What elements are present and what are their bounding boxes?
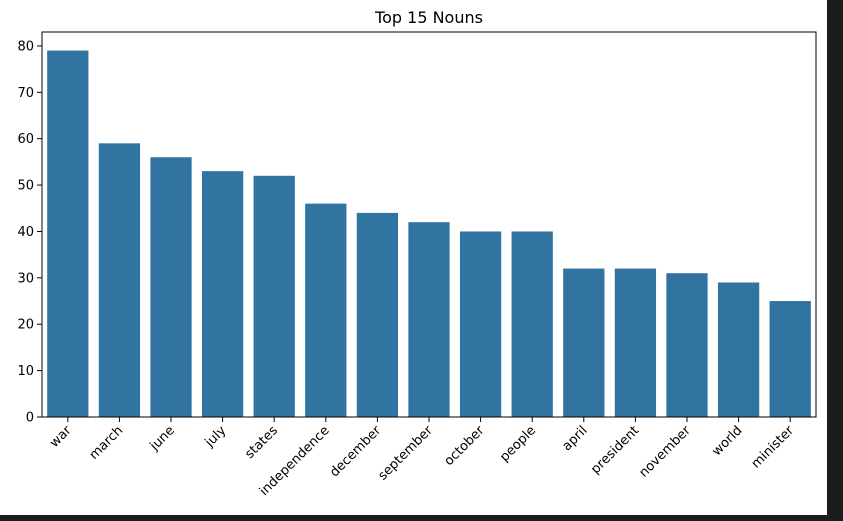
bar-chart: Top 15 Nouns war march june july statesindep…	[17, 8, 817, 499]
chart-title: Top 15 Nouns	[374, 8, 483, 27]
y-tick-label: 80	[17, 39, 34, 54]
y-tick-label: 10	[17, 364, 34, 379]
x-tick-label: october	[442, 423, 488, 469]
bar-march	[98, 143, 141, 417]
x-tick-label: july	[202, 423, 230, 451]
window-right-border	[827, 0, 843, 521]
x-tick-label: president	[588, 423, 642, 477]
bar-june	[150, 157, 192, 418]
bar-people	[511, 231, 553, 417]
x-tick-label: states	[242, 423, 281, 462]
bar-independence	[305, 203, 347, 417]
y-tick-label: 60	[17, 132, 34, 147]
x-tick-label: minister	[749, 423, 798, 472]
y-axis-ticks: 0 10 20 30 40 50 60 70 80	[17, 39, 42, 426]
x-tick-label: april	[560, 423, 591, 454]
bars-group	[47, 50, 811, 418]
bar-war	[47, 50, 89, 418]
bar-states	[253, 175, 295, 417]
y-tick-label: 20	[17, 318, 34, 333]
x-tick-label: war	[47, 423, 75, 451]
y-tick-label: 50	[17, 179, 34, 194]
bar-november	[666, 273, 708, 417]
x-tick-label: march	[87, 423, 127, 463]
plot-frame	[41, 31, 817, 418]
x-tick-label: june	[147, 423, 178, 454]
window-bottom-border	[0, 515, 843, 521]
x-tick-label: world	[710, 423, 746, 459]
x-tick-label: november	[636, 423, 694, 481]
bar-minister	[769, 301, 811, 417]
y-tick-label: 0	[26, 411, 34, 426]
y-tick-label: 30	[17, 271, 34, 286]
bar-president	[614, 268, 657, 417]
y-tick-label: 40	[17, 225, 34, 240]
x-axis-ticks: war march june july statesindependencedecemb…	[47, 417, 797, 499]
bar-july	[201, 171, 244, 417]
bar-september	[408, 222, 450, 417]
bar-october	[459, 231, 502, 417]
x-tick-label: people	[497, 423, 539, 465]
y-tick-label: 70	[17, 86, 34, 101]
x-tick-label: september	[375, 423, 436, 484]
bar-april	[563, 268, 605, 417]
bar-december	[356, 212, 399, 417]
bar-world	[717, 282, 760, 417]
